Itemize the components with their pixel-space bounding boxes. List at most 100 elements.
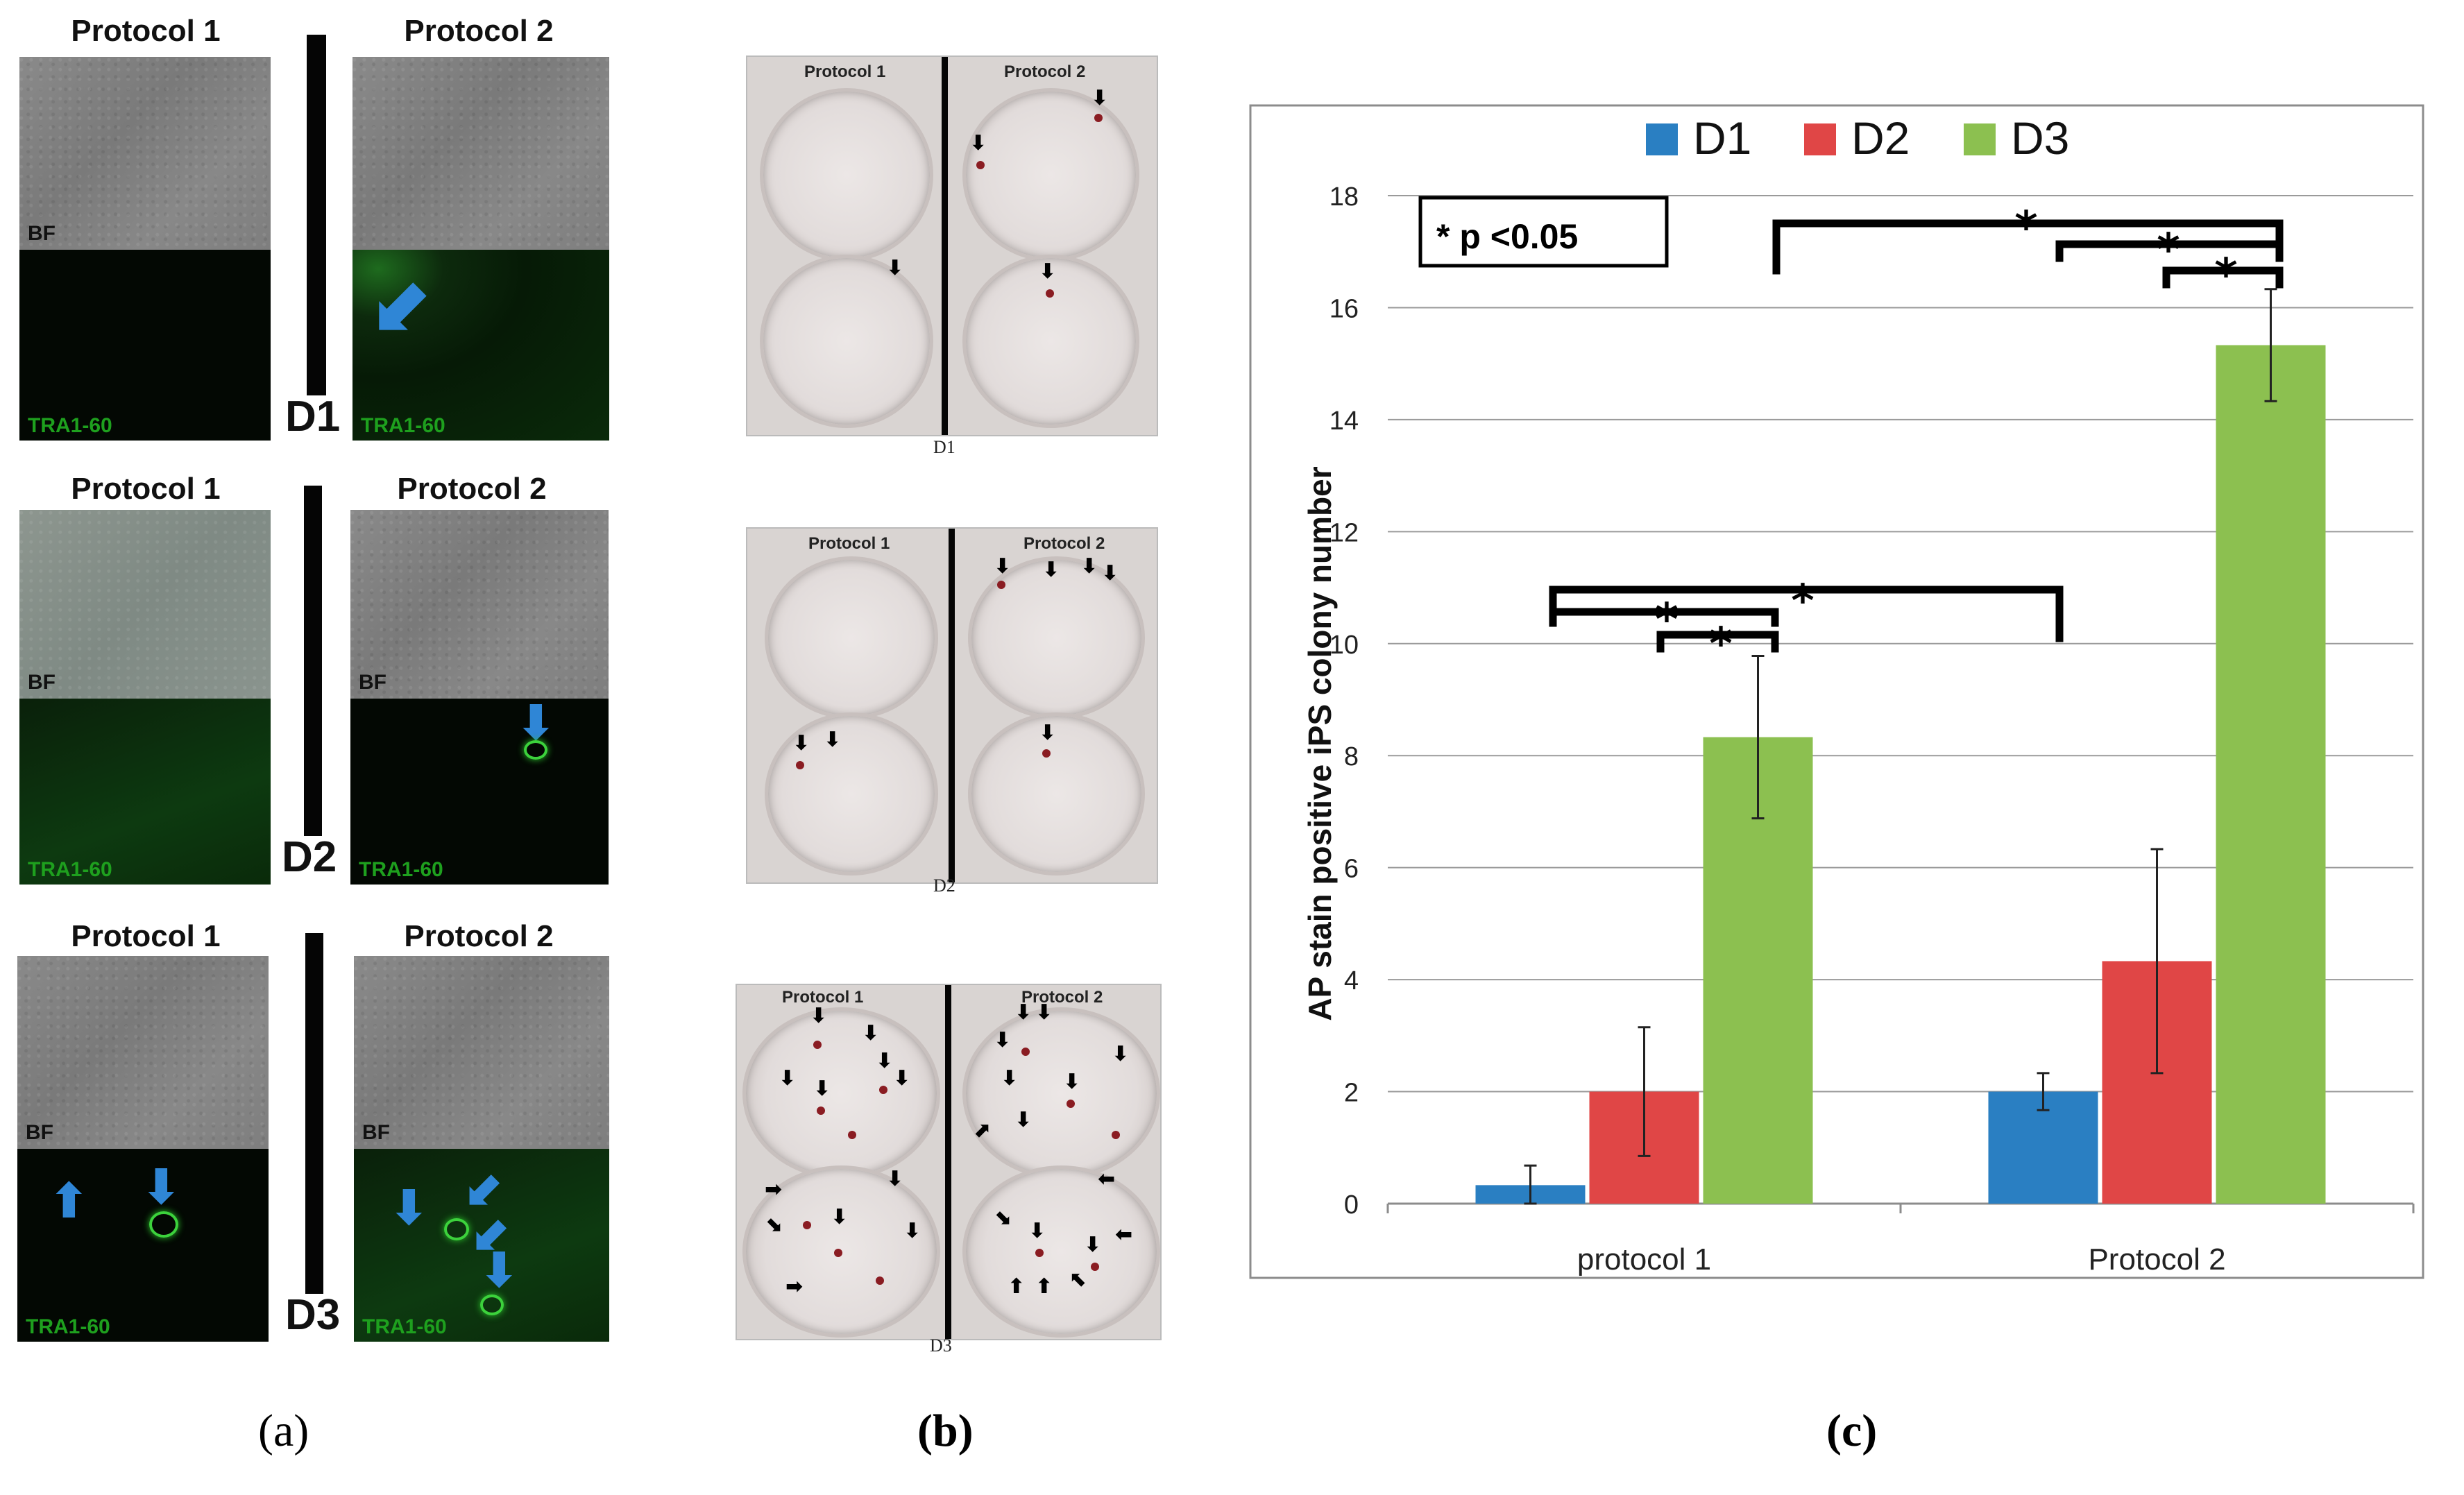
arrow-icon: ⬇ (1042, 558, 1060, 582)
dish (968, 712, 1145, 875)
row2-divider-bar (304, 486, 322, 843)
row1-right-title: Protocol 2 (404, 14, 554, 48)
blue-arrow-icon: ⬋ (465, 1159, 506, 1215)
row2-left-title: Protocol 1 (71, 472, 221, 506)
colony-dot (1042, 749, 1051, 758)
colony-dot (848, 1131, 856, 1139)
plate-d2-left-title: Protocol 1 (808, 534, 890, 553)
arrow-icon: ⬇ (862, 1021, 880, 1045)
arrow-icon: ⬆ (1035, 1274, 1053, 1299)
y-tick-label: 2 (1344, 1079, 1359, 1108)
row3-p1-fluorescence-image: TRA1-60 ⬆ ⬇ (17, 1149, 269, 1342)
arrow-icon: ⬅ (1098, 1167, 1116, 1191)
dish (962, 255, 1139, 428)
colony-dot (1094, 114, 1103, 122)
blue-arrow-icon: ⬇ (516, 699, 556, 751)
panel-c-caption: (c) (1826, 1406, 1878, 1456)
y-tick-label: 10 (1329, 631, 1359, 660)
legend-label-D2: D2 (1851, 112, 1910, 164)
arrow-icon: ⬇ (886, 256, 904, 280)
arrow-icon: ⬇ (1080, 554, 1098, 579)
arrow-icon: ⬆ (1008, 1274, 1026, 1299)
row2-p1-brightfield-image: BF (19, 510, 271, 699)
bracket-p1d2-p1d3 (1656, 631, 1779, 653)
star-2: * (1655, 595, 1678, 646)
star-1: * (1791, 576, 1814, 627)
plate-d1-right-title: Protocol 2 (1004, 62, 1086, 81)
blue-arrow-icon: ⬋ (472, 1204, 513, 1261)
bf-channel-label: BF (26, 1121, 53, 1144)
dish (760, 255, 933, 428)
x-category-label: protocol 1 (1577, 1242, 1711, 1276)
row3-p1-brightfield-image: BF (17, 956, 269, 1149)
star-4: * (2014, 203, 2037, 254)
y-tick-label: 8 (1344, 742, 1359, 771)
plate-d3: Protocol 1 Protocol 2 ⬇ ⬇ ⬇ ⬇ ⬇ ⬇ ➡ ⬇ ⬊ … (736, 984, 1162, 1340)
colony-dot (1091, 1263, 1099, 1271)
arrow-icon: ⬇ (893, 1066, 911, 1091)
colony-dot (879, 1086, 887, 1094)
arrow-icon: ⬇ (1084, 1233, 1102, 1257)
arrow-icon: ⬇ (969, 131, 987, 155)
colony-dot (834, 1249, 842, 1257)
row2-p2-fluorescence-image: TRA1-60 ⬇ (350, 699, 609, 885)
dish (765, 712, 938, 875)
y-tick-label: 12 (1329, 518, 1359, 547)
arrow-icon: ⬈ (973, 1118, 991, 1143)
tra-channel-label: TRA1-60 (359, 858, 443, 881)
arrow-icon: ⬉ (1070, 1267, 1088, 1292)
row3-p2-brightfield-image: BF (354, 956, 609, 1149)
row3-divider-bar (305, 933, 323, 1301)
row1-p1-fluorescence-image: TRA1-60 (19, 250, 271, 441)
row2-p2-brightfield-image: BF (350, 510, 609, 699)
bracket-p2d2-p2d3 (2162, 266, 2284, 289)
star-6: * (2214, 250, 2237, 301)
significance-brackets (1549, 219, 2284, 653)
blue-arrow-icon: ⬇ (141, 1159, 182, 1215)
plate-d3-right-title: Protocol 2 (1021, 988, 1103, 1007)
y-tick-label: 0 (1344, 1190, 1359, 1220)
arrow-icon: ⬇ (1091, 86, 1109, 110)
bracket-p2d1-p2d3 (2055, 240, 2284, 262)
bracket-p1d1-p1d3 (1549, 608, 1779, 627)
dish (962, 88, 1139, 262)
blue-arrow-icon: ⬇ (479, 1242, 520, 1299)
bf-channel-label: BF (362, 1121, 390, 1144)
arrow-icon: ⬇ (876, 1049, 894, 1073)
row3-day-label: D3 (281, 1294, 345, 1337)
plate-d2: Protocol 1 Protocol 2 ⬇ ⬇ ⬇ ⬇ ⬇ ⬇ ⬇ (746, 527, 1158, 884)
blue-arrow-icon: ⬇ (389, 1179, 430, 1236)
legend-label-D3: D3 (2011, 112, 2069, 164)
colony-dot (1046, 289, 1054, 298)
y-tick-label: 16 (1329, 294, 1359, 323)
plate-d3-left-title: Protocol 1 (782, 988, 864, 1007)
bar-D3-2 (2216, 345, 2326, 1204)
arrow-icon: ⬇ (1001, 1066, 1019, 1091)
colony-signal (480, 1295, 504, 1315)
arrow-icon: ⬇ (903, 1219, 921, 1243)
arrow-icon: ⬇ (824, 728, 842, 752)
arrow-icon: ⬇ (779, 1066, 797, 1091)
dish (765, 556, 938, 719)
plate-d1-left-title: Protocol 1 (804, 62, 886, 81)
arrow-icon: ➡ (785, 1274, 804, 1299)
arrow-icon: ⬇ (1112, 1042, 1130, 1066)
row1-divider-bar (307, 35, 326, 434)
arrow-icon: ⬇ (1028, 1219, 1046, 1243)
colony-signal (444, 1218, 469, 1240)
row1-day-label: D1 (281, 395, 345, 438)
legend-swatch-D3 (1964, 123, 1996, 155)
colony-signal (524, 740, 547, 760)
plate-divider (942, 57, 948, 435)
arrow-icon: ⬇ (1101, 561, 1119, 586)
arrow-icon: ⬇ (813, 1077, 831, 1101)
bracket-p1d3-p2d3 (1772, 219, 2284, 275)
bf-channel-label: BF (28, 671, 56, 694)
y-axis-label: AP stain positive iPS colony number (1302, 466, 1338, 1020)
colony-dot (997, 581, 1005, 589)
dish (962, 1165, 1160, 1338)
colony-dot (813, 1041, 822, 1049)
tra-channel-label: TRA1-60 (28, 414, 112, 437)
panel-b-caption: (b) (917, 1406, 974, 1456)
